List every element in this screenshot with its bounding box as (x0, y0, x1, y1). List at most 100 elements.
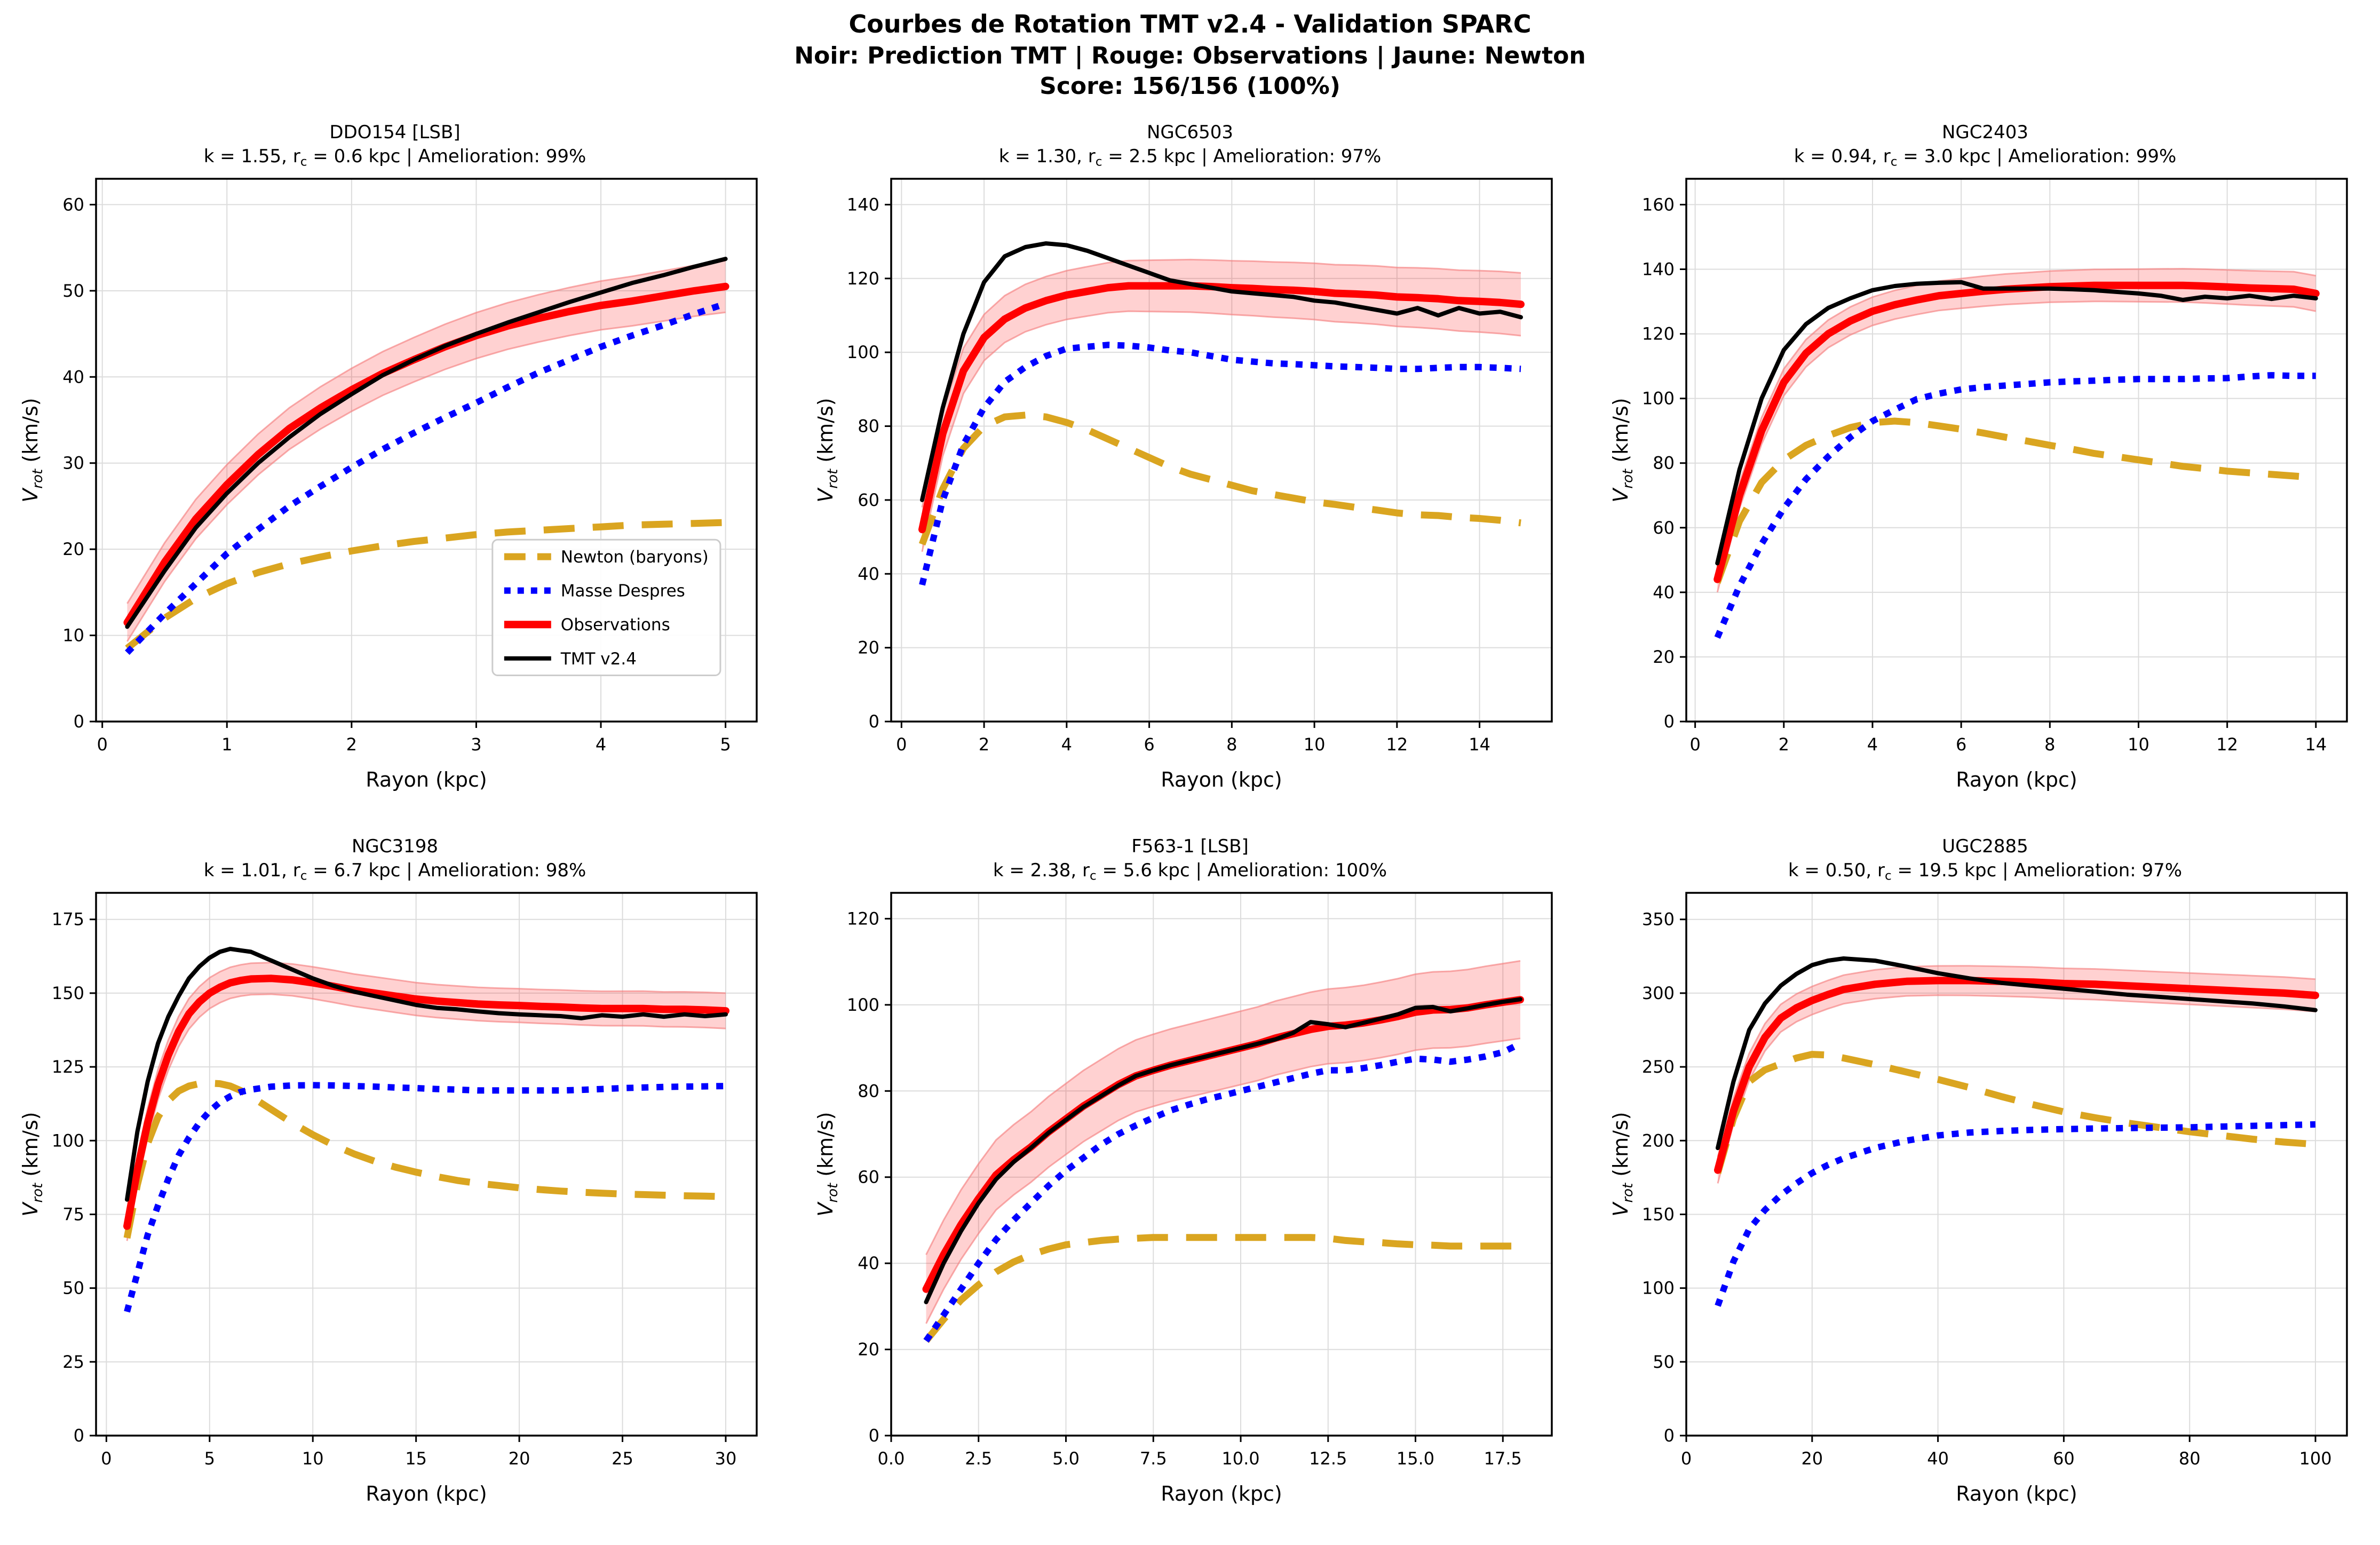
x-tick-label: 10 (2128, 734, 2149, 755)
y-tick-label: 60 (1653, 518, 1675, 538)
x-tick-label: 12 (1386, 734, 1408, 755)
series-newton (1714, 417, 2316, 584)
x-axis-label: Rayon (kpc) (366, 768, 487, 791)
x-tick-label: 40 (1927, 1448, 1949, 1469)
y-tick-label: 40 (858, 564, 879, 584)
rotation-curve-chart: 0 20 40 60 80 100 0 50 100 150 200 250 300 350 Rayon (… (1609, 892, 2348, 1506)
series-despres (124, 1082, 726, 1313)
y-tick-label: 250 (1642, 1057, 1675, 1077)
y-tick-label: 140 (1642, 259, 1675, 280)
x-tick-label: 14 (2305, 734, 2327, 755)
y-tick-label: 10 (62, 625, 84, 646)
y-tick-label: 20 (858, 1339, 879, 1359)
y-tick-label: 75 (62, 1204, 84, 1224)
y-tick-label: 50 (62, 281, 84, 301)
galaxy-params: k = 2.38, rc = 5.6 kpc | Amelioration: 1… (993, 859, 1387, 883)
axes-spines (890, 892, 1553, 1437)
y-axis-label: Vrot (km/s) (814, 398, 841, 502)
y-tick-label: 140 (847, 194, 879, 215)
subplot-ngc6503: NGC6503 k = 1.30, rc = 2.5 kpc | Amelior… (811, 121, 1569, 803)
y-tick-label: 80 (858, 416, 879, 437)
y-tick-label: 0 (1664, 711, 1675, 732)
galaxy-name: NGC3198 (351, 836, 439, 858)
x-tick-label: 60 (2053, 1448, 2075, 1469)
y-tick-label: 175 (52, 909, 84, 930)
y-tick-label: 350 (1642, 909, 1675, 930)
x-tick-label: 10 (302, 1448, 324, 1469)
x-tick-label: 100 (2299, 1448, 2332, 1469)
band-edge-lower (1717, 994, 2316, 1184)
y-tick-label: 160 (1642, 194, 1675, 215)
x-tick-label: 0 (97, 734, 107, 755)
subplot-title: F563-1 [LSB] k = 2.38, rc = 5.6 kpc | Am… (811, 835, 1569, 884)
x-tick-label: 2.5 (965, 1448, 992, 1469)
band-edge-lower (1716, 300, 2316, 593)
y-tick-label: 30 (62, 453, 84, 473)
x-tick-label: 12 (2216, 734, 2238, 755)
x-tick-label: 12.5 (1309, 1448, 1347, 1469)
y-tick-label: 60 (858, 1167, 879, 1187)
y-tick-label: 40 (1653, 582, 1675, 603)
y-tick-label: 20 (62, 539, 84, 559)
y-tick-label: 100 (1642, 389, 1675, 409)
y-tick-label: 40 (62, 367, 84, 387)
legend-label-obs: Observations (561, 615, 670, 635)
galaxy-params: k = 0.50, rc = 19.5 kpc | Amelioration: … (1788, 859, 2183, 883)
y-tick-label: 150 (1642, 1204, 1675, 1224)
band-edge-lower (921, 310, 1521, 552)
y-tick-label: 50 (62, 1278, 84, 1298)
x-tick-label: 0 (896, 734, 907, 755)
x-tick-label: 7.5 (1140, 1448, 1167, 1469)
axes-spines (95, 892, 758, 1437)
x-tick-label: 20 (509, 1448, 530, 1469)
y-tick-label: 0 (1664, 1425, 1675, 1446)
x-tick-label: 5 (720, 734, 731, 755)
legend-label-tmt: TMT v2.4 (560, 649, 637, 669)
x-tick-label: 17.5 (1484, 1448, 1522, 1469)
y-tick-label: 40 (858, 1253, 879, 1273)
x-tick-label: 14 (1469, 734, 1490, 755)
axes-spines (95, 178, 758, 723)
y-tick-label: 100 (847, 342, 879, 362)
subplot-ddo154: DDO154 [LSB] k = 1.55, rc = 0.6 kpc | Am… (16, 121, 774, 803)
x-tick-label: 2 (979, 734, 989, 755)
x-tick-label: 6 (1956, 734, 1966, 755)
x-tick-label: 15.0 (1397, 1448, 1434, 1469)
subplot-ngc2403: NGC2403 k = 0.94, rc = 3.0 kpc | Amelior… (1606, 121, 2364, 803)
x-tick-label: 20 (1801, 1448, 1823, 1469)
y-tick-label: 0 (869, 711, 879, 732)
series-newton (1714, 1050, 2316, 1174)
band-edge-lower (126, 311, 726, 642)
galaxy-name: NGC2403 (1941, 122, 2029, 144)
band-edge-upper (1717, 965, 2316, 1157)
x-tick-label: 4 (1061, 734, 1072, 755)
series-newton (123, 1079, 726, 1239)
legend-label-newton: Newton (baryons) (561, 548, 709, 567)
series-obs (918, 282, 1525, 534)
x-tick-label: 6 (1144, 734, 1154, 755)
subplot-grid: DDO154 [LSB] k = 1.55, rc = 0.6 kpc | Am… (0, 121, 2380, 1517)
x-tick-label: 0.0 (878, 1448, 905, 1469)
band-edge-lower (126, 993, 726, 1241)
y-tick-label: 200 (1642, 1130, 1675, 1151)
galaxy-params: k = 1.01, rc = 6.7 kpc | Amelioration: 9… (203, 859, 586, 883)
y-axis-label: Vrot (km/s) (19, 1112, 46, 1216)
axes-spines (890, 178, 1553, 723)
series-tmt (125, 257, 728, 629)
y-tick-label: 50 (1653, 1352, 1675, 1372)
x-axis-label: Rayon (kpc) (1161, 768, 1282, 791)
suptitle-line-3: Score: 156/156 (100%) (1040, 72, 1340, 100)
band-edge-upper (921, 258, 1521, 508)
y-tick-label: 0 (869, 1425, 879, 1446)
y-tick-label: 150 (52, 983, 84, 1003)
subplot-ngc3198: NGC3198 k = 1.01, rc = 6.7 kpc | Amelior… (16, 835, 774, 1517)
series-tmt (1716, 956, 2318, 1150)
subplot-title: NGC2403 k = 0.94, rc = 3.0 kpc | Amelior… (1606, 121, 2364, 170)
x-tick-label: 10.0 (1221, 1448, 1259, 1469)
subplot-title: DDO154 [LSB] k = 1.55, rc = 0.6 kpc | Am… (16, 121, 774, 170)
subplot-title: NGC6503 k = 1.30, rc = 2.5 kpc | Amelior… (811, 121, 1569, 170)
series-despres (1715, 1121, 2316, 1307)
